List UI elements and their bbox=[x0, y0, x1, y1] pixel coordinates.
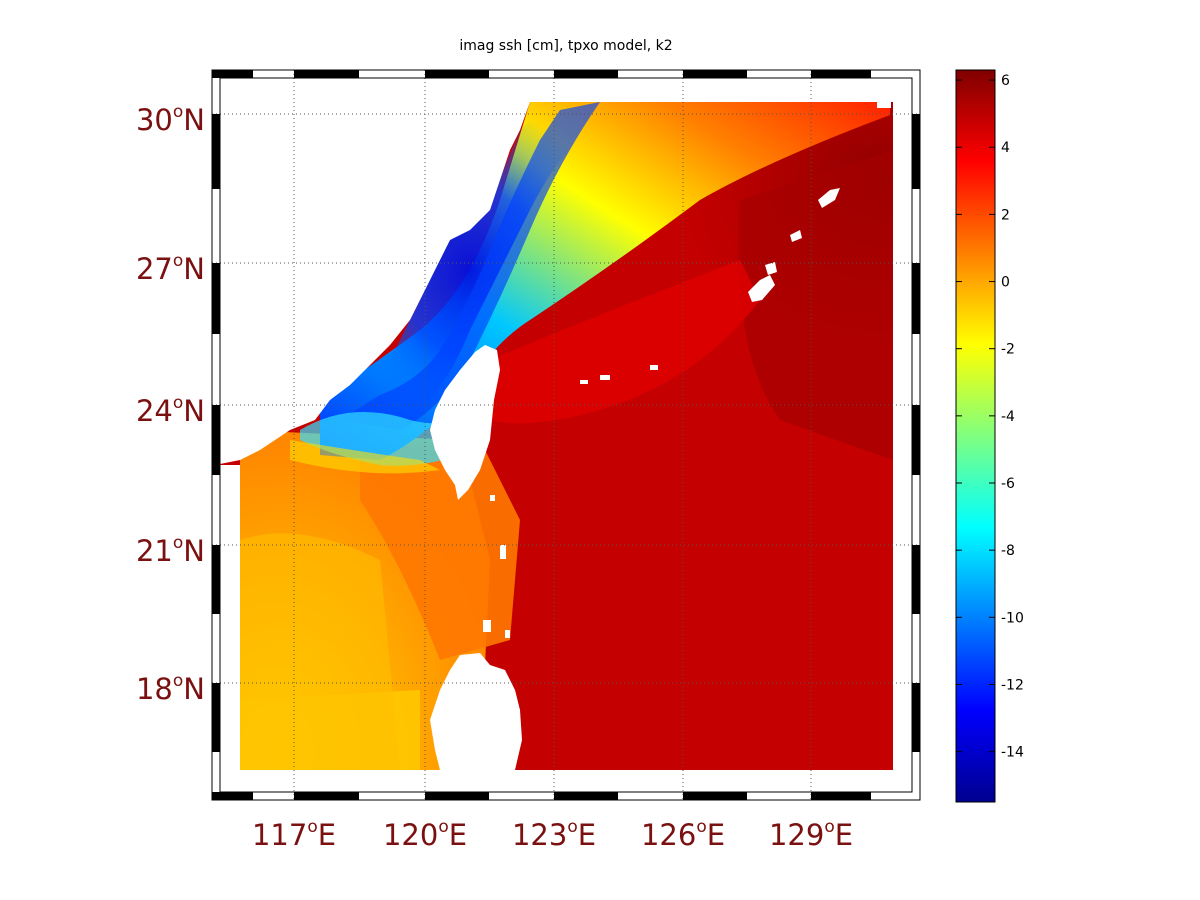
colorbar-tick-label: -14 bbox=[1001, 745, 1024, 761]
latitude-labels: 30oN 27oN 24oN 21oN 18oN bbox=[136, 102, 205, 706]
colorbar-tick-label: -10 bbox=[1001, 610, 1024, 626]
colorbar-tick-label: -2 bbox=[1001, 342, 1015, 358]
lat-label: 21oN bbox=[136, 533, 205, 568]
colorbar-gradient bbox=[955, 69, 996, 803]
colorbar-tick-label: 2 bbox=[1001, 207, 1010, 223]
lat-label: 24oN bbox=[136, 393, 205, 428]
longitude-labels: 117oE 120oE 123oE 126oE 129oE bbox=[252, 817, 853, 852]
colorbar: 6 4 2 0 -2 -4 -6 -8 -10 -12 -14 bbox=[955, 69, 1024, 803]
colorbar-tick-label: -8 bbox=[1001, 543, 1015, 559]
lon-label: 123oE bbox=[512, 817, 596, 852]
colorbar-ticks: 6 4 2 0 -2 -4 -6 -8 -10 -12 -14 bbox=[956, 73, 1024, 761]
colorbar-tick-label: -6 bbox=[1001, 476, 1015, 492]
lon-label: 120oE bbox=[383, 817, 467, 852]
colorbar-tick-label: -4 bbox=[1001, 409, 1015, 425]
lat-label: 30oN bbox=[136, 102, 205, 137]
graticule bbox=[212, 70, 920, 800]
lat-label: 18oN bbox=[136, 671, 205, 706]
map-frame bbox=[211, 69, 921, 801]
lon-label: 126oE bbox=[641, 817, 725, 852]
colorbar-tick-label: 0 bbox=[1001, 275, 1010, 291]
lat-label: 27oN bbox=[136, 251, 205, 286]
colorbar-tick-label: 4 bbox=[1001, 140, 1010, 156]
colorbar-tick-label: -12 bbox=[1001, 677, 1024, 693]
ssh-field bbox=[212, 70, 920, 798]
colorbar-tick-label: 6 bbox=[1001, 73, 1010, 89]
lon-label: 117oE bbox=[252, 817, 336, 852]
plot-title: imag ssh [cm], tpxo model, k2 bbox=[459, 38, 672, 54]
lon-label: 129oE bbox=[769, 817, 853, 852]
